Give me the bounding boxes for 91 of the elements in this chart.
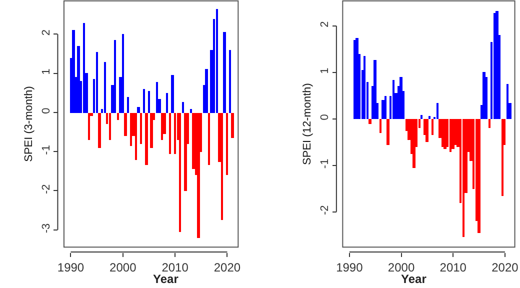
y-tick-label: 0	[40, 108, 52, 114]
bar	[462, 118, 465, 237]
bar	[374, 60, 377, 119]
x-tick-label: 1990	[57, 260, 84, 274]
bar	[364, 56, 366, 119]
bar	[88, 112, 90, 140]
bar	[368, 118, 372, 124]
bar	[98, 112, 101, 148]
bar	[76, 46, 80, 113]
x-tick-label: 2020	[492, 260, 519, 274]
bar	[386, 118, 390, 145]
bar	[400, 76, 403, 119]
y-axis-title: SPEI (3-month)	[22, 86, 35, 162]
bar	[392, 80, 395, 119]
bar	[144, 112, 148, 165]
bar	[478, 118, 481, 233]
bar	[148, 90, 150, 113]
bar	[122, 34, 124, 113]
bar	[420, 114, 423, 119]
bar	[354, 40, 356, 119]
bar	[190, 108, 192, 113]
bar	[114, 40, 116, 113]
bar	[82, 22, 85, 113]
bar	[426, 118, 429, 142]
bar	[428, 116, 431, 119]
x-tick-label: 2010	[162, 260, 189, 274]
bar	[432, 118, 434, 135]
y-tick-label: 0	[319, 114, 332, 120]
bar	[142, 88, 145, 113]
bar	[384, 96, 387, 119]
bar	[230, 112, 234, 138]
bar	[160, 112, 163, 140]
bar	[150, 112, 153, 148]
bar	[506, 84, 509, 119]
bar	[496, 10, 499, 119]
bar	[126, 96, 129, 113]
bar	[356, 38, 359, 119]
x-tick-label: 2010	[440, 260, 467, 274]
y-tick-label: -3	[40, 223, 52, 234]
bar	[124, 112, 127, 136]
y-tick-label: 2	[40, 29, 52, 36]
x-tick-label: 2020	[214, 260, 241, 274]
x-tick-label: 2000	[388, 260, 415, 274]
bar	[170, 74, 174, 113]
bar	[208, 112, 210, 165]
bar	[444, 118, 447, 149]
bar	[482, 72, 486, 119]
bar	[116, 112, 119, 120]
bar	[182, 102, 184, 113]
bar	[488, 118, 491, 128]
y-tick-label: 1	[40, 68, 52, 75]
bar	[502, 118, 504, 196]
bar	[140, 112, 142, 144]
bar	[228, 50, 231, 113]
x-axis-title: Year	[153, 272, 179, 286]
bar	[226, 112, 228, 175]
bar	[168, 112, 171, 154]
x-tick-label: 2000	[110, 260, 137, 274]
bar	[494, 12, 496, 119]
bar	[166, 92, 168, 113]
bar	[178, 112, 181, 232]
y-tick-label: -2	[40, 184, 52, 194]
bar	[184, 112, 187, 191]
bar	[96, 52, 98, 113]
bar	[72, 30, 75, 113]
y-tick-label: -1	[40, 145, 52, 155]
bar	[156, 82, 158, 113]
bar	[380, 118, 382, 133]
bar	[436, 102, 439, 119]
y-tick-label: 1	[319, 68, 332, 74]
bar	[104, 62, 106, 113]
bar	[196, 112, 200, 238]
bar	[382, 100, 385, 119]
bar	[216, 8, 218, 113]
y-axis-title: SPEI (12-month)	[302, 83, 314, 165]
bar	[222, 32, 226, 113]
bar	[134, 112, 137, 160]
y-tick-label: -2	[319, 205, 332, 216]
y-tick-label: 2	[319, 21, 332, 28]
bar	[412, 118, 416, 168]
y-tick-label: -1	[319, 158, 332, 169]
bar	[204, 68, 208, 113]
x-tick-label: 1990	[336, 260, 364, 274]
bar	[136, 106, 140, 113]
bar	[130, 112, 132, 146]
bar	[450, 118, 452, 152]
x-axis-title: Year	[401, 272, 427, 286]
bar	[220, 112, 223, 220]
bar	[442, 118, 444, 147]
bar	[108, 112, 111, 140]
bar	[174, 112, 176, 154]
